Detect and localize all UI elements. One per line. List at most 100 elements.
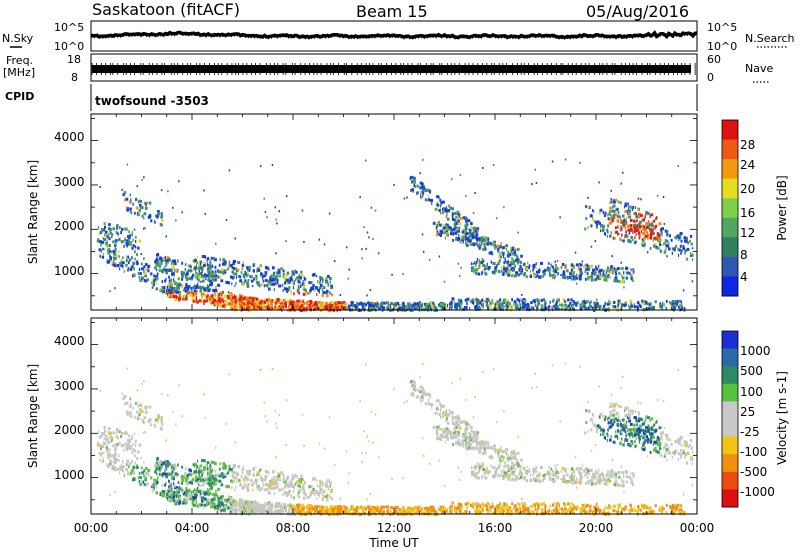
- velocity-cell: [308, 485, 311, 489]
- power-cell: [517, 306, 520, 310]
- power-cell: [302, 292, 306, 296]
- power-cell: [333, 260, 336, 262]
- power-cell: [549, 273, 552, 277]
- power-cell: [600, 229, 602, 233]
- power-cell: [558, 303, 561, 306]
- power-cell: [216, 290, 219, 294]
- power-cell: [103, 238, 107, 241]
- power-cell: [641, 238, 644, 241]
- power-cell: [540, 304, 544, 308]
- velocity-cell: [136, 464, 138, 468]
- power-cell: [521, 298, 523, 302]
- power-cell: [246, 282, 249, 286]
- power-cell: [453, 223, 455, 226]
- power-cell: [476, 227, 480, 231]
- power-cell: [638, 228, 640, 231]
- power-cell: [170, 284, 172, 288]
- power-cell: [119, 262, 121, 266]
- power-cell: [155, 214, 158, 218]
- power-cell: [441, 306, 445, 310]
- power-cell: [507, 273, 509, 277]
- power-cell: [312, 284, 315, 288]
- power-cell: [605, 275, 608, 279]
- power-cell: [678, 248, 681, 252]
- power-cell: [447, 303, 449, 307]
- power-cell: [142, 227, 145, 230]
- velocity-cell: [218, 467, 221, 471]
- power-cell: [519, 303, 521, 307]
- power-cell: [491, 299, 493, 303]
- power-cell: [297, 284, 300, 288]
- power-cell: [134, 211, 136, 215]
- power-cell: [292, 280, 295, 284]
- velocity-cell: [201, 478, 203, 482]
- power-cell: [428, 303, 430, 307]
- velocity-cell: [140, 403, 143, 407]
- power-cell: [391, 273, 393, 276]
- velocity-cell: [231, 503, 234, 507]
- velocity-cell: [327, 479, 330, 482]
- power-cell: [678, 238, 680, 242]
- power-cell: [445, 229, 448, 233]
- velocity-cell: [212, 501, 215, 504]
- velocity-cell: [210, 498, 214, 502]
- power-cell: [441, 200, 444, 204]
- velocity-cell: [115, 443, 118, 447]
- power-cell: [117, 232, 119, 236]
- power-cell: [552, 274, 555, 277]
- power-cell: [520, 305, 522, 309]
- power-cell: [315, 286, 318, 289]
- power-cell: [177, 290, 179, 294]
- power-cell: [238, 298, 242, 302]
- power-cell: [278, 284, 282, 288]
- velocity-cell: [237, 465, 241, 469]
- power-cell: [518, 307, 520, 311]
- power-cell: [460, 266, 462, 269]
- power-cell: [463, 233, 465, 237]
- power-cell: [521, 293, 523, 296]
- power-cell: [672, 247, 675, 251]
- power-cell: [519, 272, 523, 275]
- velocity-cell: [225, 484, 229, 488]
- velocity-cell: [285, 505, 287, 509]
- power-cell: [477, 305, 480, 309]
- velocity-cell: [272, 470, 274, 474]
- power-cell: [481, 247, 485, 251]
- velocity-cell: [201, 472, 203, 476]
- velocity-cell: [178, 486, 181, 490]
- velocity-cell: [309, 504, 313, 507]
- power-cell: [579, 161, 581, 164]
- power-cell: [602, 274, 605, 278]
- power-cell: [597, 270, 600, 274]
- velocity-cell: [116, 430, 118, 434]
- power-cell: [211, 270, 214, 274]
- power-cell: [129, 234, 131, 238]
- power-cell: [411, 180, 414, 183]
- power-cell: [421, 302, 423, 306]
- power-cell: [307, 303, 310, 307]
- power-cell: [454, 218, 456, 222]
- velocity-cell: [183, 500, 185, 504]
- power-cell: [169, 279, 171, 283]
- power-cell: [439, 229, 443, 233]
- power-cell: [266, 298, 269, 302]
- power-cell: [511, 267, 514, 270]
- power-cell: [160, 212, 163, 216]
- power-cell: [475, 233, 479, 237]
- power-cell: [650, 227, 652, 231]
- power-cell: [109, 290, 111, 293]
- power-cell: [464, 217, 467, 221]
- velocity-cell: [199, 493, 202, 497]
- power-cell: [520, 254, 523, 258]
- power-cell: [141, 267, 144, 271]
- power-cell: [134, 250, 136, 254]
- power-cell: [534, 275, 537, 279]
- power-cell: [150, 219, 153, 223]
- power-cell: [249, 296, 253, 300]
- velocity-cell: [313, 506, 316, 510]
- velocity-cell: [286, 475, 290, 479]
- power-cell: [123, 269, 125, 273]
- power-cell: [251, 307, 253, 311]
- velocity-heatmap: [96, 362, 694, 517]
- velocity-cell: [111, 465, 114, 469]
